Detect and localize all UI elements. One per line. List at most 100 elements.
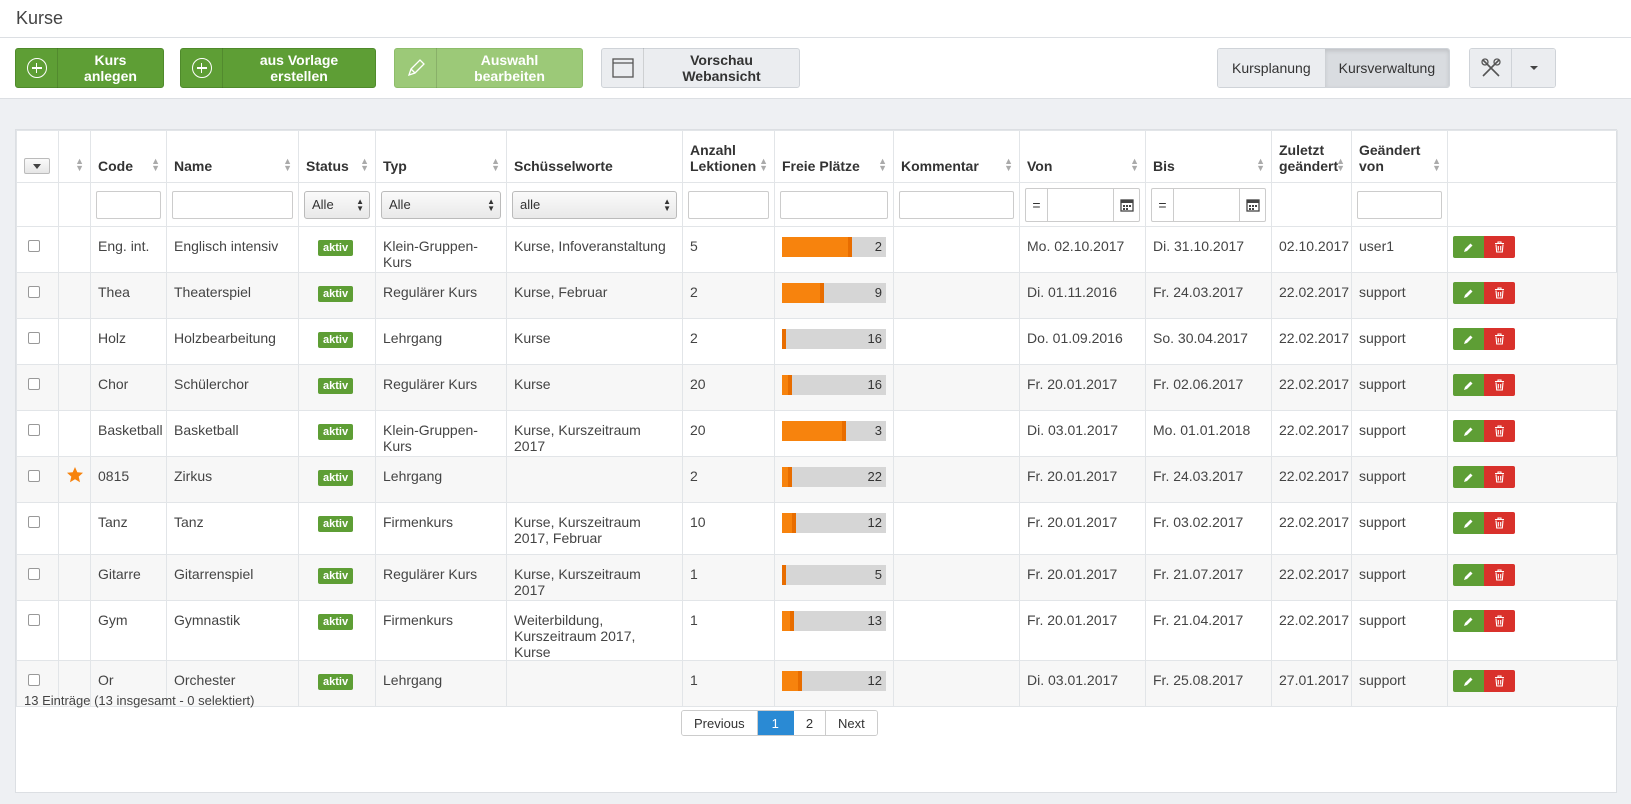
calendar-icon[interactable] [1239, 188, 1265, 221]
col-name[interactable]: Name ▲ ▼ [166, 130, 299, 183]
caret-down-icon[interactable] [1512, 49, 1555, 87]
col-changed-by[interactable]: Geändert von ▲ ▼ [1351, 130, 1448, 183]
typ-filter-select[interactable]: Alle ▲ ▼ [381, 190, 501, 219]
col-changed[interactable]: Zuletzt geändert ▲ ▼ [1271, 130, 1352, 183]
cell-lessons: 2 [682, 272, 775, 319]
delete-row-button[interactable] [1484, 610, 1515, 632]
edit-row-button[interactable] [1453, 466, 1484, 488]
pencil-icon [1464, 381, 1473, 390]
pager-page-1[interactable]: 1 [757, 711, 794, 735]
cell-from: Di. 01.11.2016 [1019, 272, 1146, 319]
table-row[interactable]: 0815 Zirkus aktiv Lehrgang 2 22 Fr. 20.01.2017… [16, 456, 1618, 503]
table-row[interactable]: Eng. int. Englisch intensiv aktiv Klein-Gru… [16, 226, 1618, 273]
delete-row-button[interactable] [1484, 282, 1515, 304]
col-from[interactable]: Von ▲ ▼ [1019, 130, 1146, 183]
table-row[interactable]: Gym Gymnastik aktiv Firmenkurs Weiterbildung… [16, 600, 1618, 661]
select-all-header[interactable] [16, 130, 59, 183]
cell-code: Gitarre [90, 554, 167, 601]
row-checkbox[interactable] [28, 332, 40, 344]
edit-row-button[interactable] [1453, 236, 1484, 258]
table-row[interactable]: Holz Holzbearbeitung aktiv Lehrgang Kurse 2 16… [16, 318, 1618, 365]
edit-row-button[interactable] [1453, 420, 1484, 442]
col-typ[interactable]: Typ ▲ ▼ [375, 130, 507, 183]
edit-row-button[interactable] [1453, 374, 1484, 396]
col-favorite[interactable]: ▲ ▼ [58, 130, 91, 183]
pencil-icon [1464, 473, 1473, 482]
pager-page-2[interactable]: 2 [793, 711, 827, 735]
cell-changed: 27.01.2017 [1271, 660, 1352, 707]
table-row[interactable]: Chor Schülerchor aktiv Regulärer Kurs Kurse 2… [16, 364, 1618, 411]
pagination: Previous 1 2 Next [681, 710, 878, 736]
calendar-icon[interactable] [1113, 188, 1139, 221]
table-row[interactable]: Thea Theaterspiel aktiv Regulärer Kurs Kurse… [16, 272, 1618, 319]
lessons-filter-input[interactable] [688, 190, 769, 219]
row-checkbox[interactable] [28, 470, 40, 482]
cell-comment [893, 456, 1020, 503]
to-date-filter[interactable]: = [1151, 187, 1266, 222]
tools-icon[interactable] [1470, 49, 1512, 87]
pager-previous[interactable]: Previous [682, 711, 758, 735]
table-row[interactable]: Gitarre Gitarrenspiel aktiv Regulärer Kurs K… [16, 554, 1618, 601]
status-filter-select[interactable]: Alle ▲ ▼ [304, 190, 370, 219]
comment-filter-input[interactable] [899, 190, 1014, 219]
delete-row-button[interactable] [1484, 512, 1515, 534]
changed-by-filter-input[interactable] [1357, 190, 1442, 219]
edit-row-button[interactable] [1453, 512, 1484, 534]
from-date-filter[interactable]: = [1025, 187, 1140, 222]
preview-web-button[interactable]: Vorschau Webansicht [601, 48, 800, 88]
col-comment[interactable]: Kommentar ▲ ▼ [893, 130, 1020, 183]
free-filter-input[interactable] [780, 190, 888, 219]
table-row[interactable]: Basketball Basketball aktiv Klein-Gruppen-K… [16, 410, 1618, 457]
edit-row-button[interactable] [1453, 610, 1484, 632]
edit-row-button[interactable] [1453, 670, 1484, 692]
col-to[interactable]: Bis ▲ ▼ [1145, 130, 1272, 183]
top-bar: Kurse [0, 0, 1631, 38]
edit-selection-button[interactable]: Auswahl bearbeiten [394, 48, 583, 88]
col-lessons[interactable]: Anzahl Lektionen ▲ ▼ [682, 130, 775, 183]
edit-row-button[interactable] [1453, 328, 1484, 350]
cell-keywords: Weiterbildung, Kurszeitraum 2017, Kurse [506, 600, 683, 661]
from-template-button[interactable]: aus Vorlage erstellen [180, 48, 376, 88]
name-filter-input[interactable] [172, 190, 293, 219]
keywords-filter-select[interactable]: alle ▲ ▼ [512, 190, 677, 219]
delete-row-button[interactable] [1484, 374, 1515, 396]
cell-name: Holzbearbeitung [166, 318, 299, 365]
edit-row-button[interactable] [1453, 564, 1484, 586]
table-row[interactable]: Tanz Tanz aktiv Firmenkurs Kurse, Kurszeitra… [16, 502, 1618, 555]
table-row[interactable]: Or Orchester aktiv Lehrgang 1 12 Di. 03.01.201… [16, 660, 1618, 707]
delete-row-button[interactable] [1484, 328, 1515, 350]
cell-name: Basketball [166, 410, 299, 457]
row-checkbox[interactable] [28, 378, 40, 390]
row-checkbox[interactable] [28, 424, 40, 436]
delete-row-button[interactable] [1484, 420, 1515, 442]
view-management-button[interactable]: Kursverwaltung [1324, 49, 1450, 87]
edit-row-button[interactable] [1453, 282, 1484, 304]
col-status[interactable]: Status ▲ ▼ [298, 130, 376, 183]
row-checkbox[interactable] [28, 516, 40, 528]
select-dropdown-icon[interactable] [24, 158, 50, 174]
cell-keywords: Kurse [506, 318, 683, 365]
cell-changed-by: support [1351, 364, 1448, 411]
delete-row-button[interactable] [1484, 670, 1515, 692]
cell-comment [893, 272, 1020, 319]
delete-row-button[interactable] [1484, 564, 1515, 586]
view-planning-button[interactable]: Kursplanung [1218, 49, 1325, 87]
code-filter-input[interactable] [96, 190, 161, 219]
col-code[interactable]: Code ▲ ▼ [90, 130, 167, 183]
delete-row-button[interactable] [1484, 466, 1515, 488]
cell-changed-by: support [1351, 660, 1448, 707]
create-course-button[interactable]: Kurs anlegen [15, 48, 164, 88]
star-icon[interactable] [66, 467, 84, 487]
delete-row-button[interactable] [1484, 236, 1515, 258]
pager-next[interactable]: Next [826, 711, 877, 735]
free-places-bar: 2 [782, 237, 886, 257]
row-checkbox[interactable] [28, 240, 40, 252]
row-checkbox[interactable] [28, 568, 40, 580]
tools-dropdown[interactable] [1469, 48, 1556, 88]
row-checkbox[interactable] [28, 286, 40, 298]
cell-code: Thea [90, 272, 167, 319]
col-free[interactable]: Freie Plätze ▲ ▼ [774, 130, 894, 183]
row-checkbox[interactable] [28, 614, 40, 626]
cell-name: Schülerchor [166, 364, 299, 411]
row-checkbox[interactable] [28, 674, 40, 686]
